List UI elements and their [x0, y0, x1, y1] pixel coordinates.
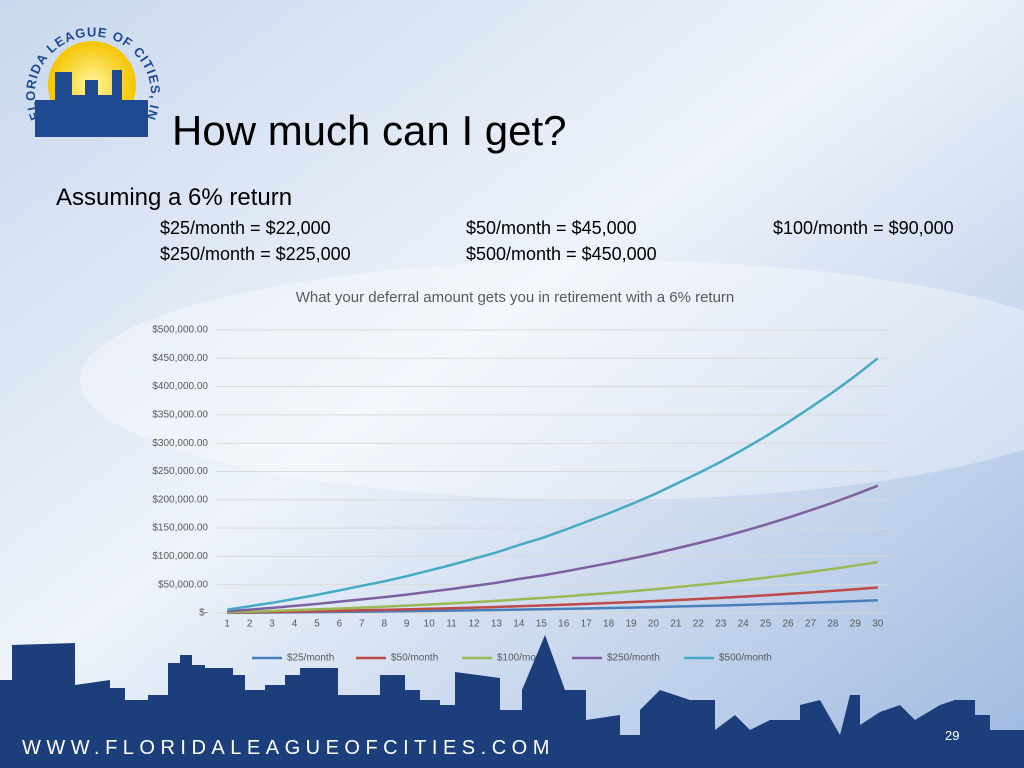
background-streak [80, 260, 1024, 500]
x-tick-label: 1 [224, 619, 230, 630]
x-tick-label: 3 [269, 619, 275, 630]
y-tick-label: $150,000.00 [152, 523, 208, 534]
x-tick-label: 9 [404, 619, 410, 630]
series-line [227, 560, 878, 614]
series-line [227, 586, 878, 614]
y-tick-label: $100,000.00 [152, 551, 208, 562]
x-tick-label: 25 [760, 619, 772, 630]
x-tick-label: 7 [359, 619, 365, 630]
x-tick-label: 28 [827, 619, 839, 630]
y-tick-label: $400,000.00 [152, 381, 208, 392]
x-tick-label: 19 [625, 619, 637, 630]
y-tick-label: $- [199, 608, 208, 619]
x-tick-label: 6 [337, 619, 343, 630]
series-line [227, 484, 879, 613]
x-tick-label: 23 [715, 619, 727, 630]
x-tick-label: 15 [536, 619, 548, 630]
x-tick-label: 12 [468, 619, 480, 630]
x-tick-label: 20 [648, 619, 660, 630]
y-tick-label: $300,000.00 [152, 438, 208, 449]
x-tick-label: 24 [738, 619, 750, 630]
y-tick-label: $50,000.00 [158, 579, 208, 590]
y-tick-label: $450,000.00 [152, 353, 208, 364]
x-tick-label: 13 [491, 619, 503, 630]
chart: $- $50,000.00 $100,000.00 $150,000.00 $200,0… [152, 325, 889, 664]
slide-title: How much can I get? [172, 107, 567, 154]
x-tick-label: 16 [558, 619, 570, 630]
footer-url: WWW.FLORIDALEAGUEOFCITIES.COM [22, 737, 555, 759]
x-tick-label: 8 [381, 619, 387, 630]
skyline [0, 635, 1024, 768]
example: $50/month = $45,000 [466, 218, 637, 238]
x-tick-label: 22 [693, 619, 705, 630]
x-tick-label: 10 [424, 619, 436, 630]
x-tick-label: 11 [446, 619, 457, 630]
x-tick-label: 17 [581, 619, 593, 630]
legend-label: $25/month [287, 653, 334, 664]
subtitle: Assuming a 6% return [56, 184, 292, 211]
y-tick-label: $200,000.00 [152, 494, 208, 505]
legend-label: $50/month [391, 653, 438, 664]
legend-label: $100/month [497, 653, 550, 664]
x-tick-label: 4 [292, 619, 298, 630]
x-tick-label: 21 [670, 619, 682, 630]
x-tick-label: 2 [247, 619, 253, 630]
legend-label: $250/month [607, 653, 660, 664]
y-tick-label: $500,000.00 [152, 325, 208, 336]
x-tick-label: 26 [782, 619, 794, 630]
example: $100/month = $90,000 [773, 218, 954, 238]
page-number: 29 [945, 728, 959, 743]
x-tick-label: 18 [603, 619, 615, 630]
series-line [227, 357, 879, 611]
x-tick-label: 27 [805, 619, 817, 630]
x-tick-label: 30 [872, 619, 884, 630]
x-tick-label: 29 [850, 619, 862, 630]
x-tick-label: 5 [314, 619, 320, 630]
y-tick-label: $250,000.00 [152, 466, 208, 477]
y-tick-label: $350,000.00 [152, 410, 208, 421]
example: $500/month = $450,000 [466, 244, 657, 264]
example: $25/month = $22,000 [160, 218, 331, 238]
example: $250/month = $225,000 [160, 244, 351, 264]
chart-title: What your deferral amount gets you in re… [296, 289, 735, 306]
legend-label: $500/month [719, 653, 772, 664]
x-tick-label: 14 [513, 619, 525, 630]
